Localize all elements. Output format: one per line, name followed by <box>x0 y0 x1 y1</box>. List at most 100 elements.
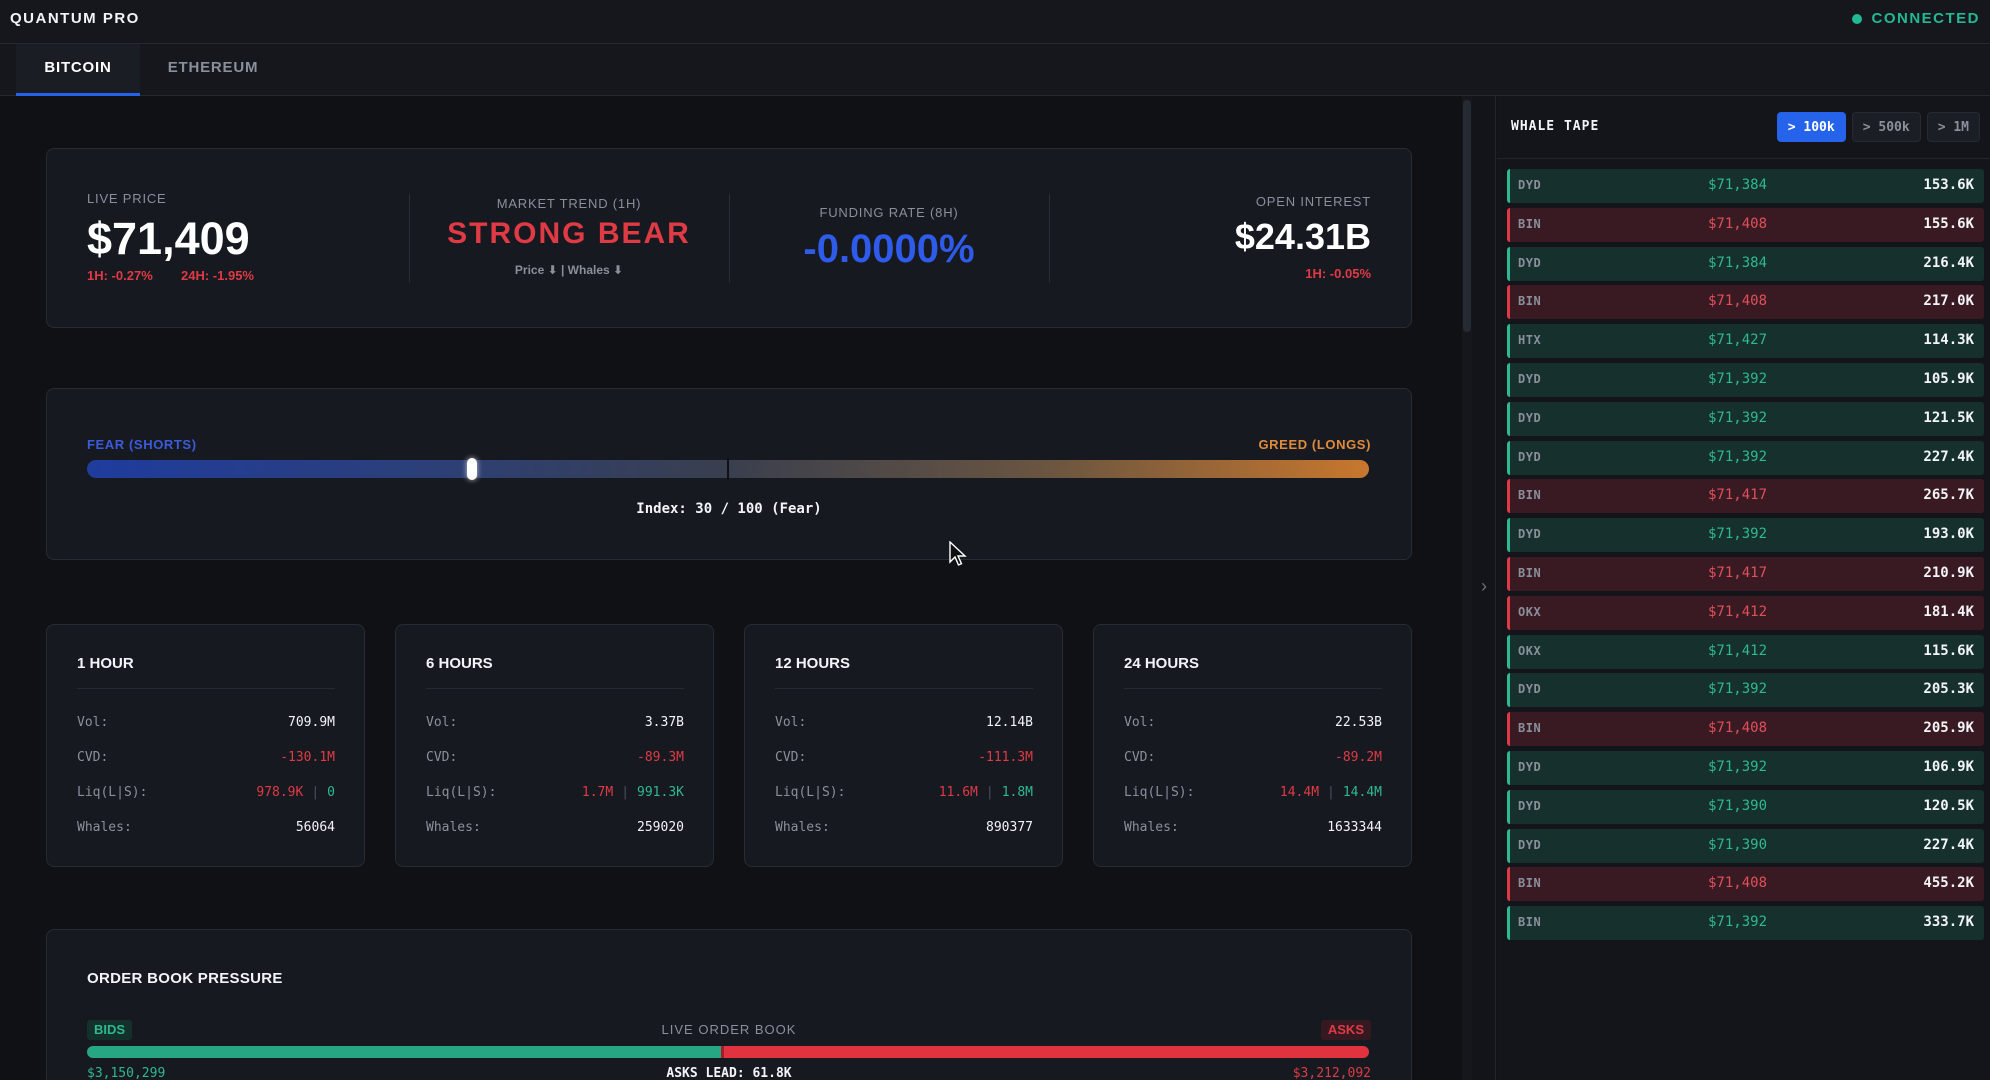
gauge-midpoint <box>727 458 729 480</box>
volume-label: Vol: <box>1124 715 1156 730</box>
whale-trade-row: BIN $71,408 455.2K <box>1507 867 1984 902</box>
order-book-pressure-bar <box>87 1046 1369 1058</box>
liq-separator: | <box>621 785 630 800</box>
liquidations-values: 11.6M | 1.8M <box>939 785 1033 800</box>
trade-price: $71,392 <box>1708 681 1768 698</box>
scrollbar-thumb[interactable] <box>1463 100 1471 332</box>
tab-ethereum[interactable]: ETHEREUM <box>167 59 259 76</box>
trade-price: $71,384 <box>1708 177 1768 193</box>
connection-status-label: CONNECTED <box>1871 10 1980 27</box>
trade-size: 114.3K <box>1923 332 1974 349</box>
tape-header-divider <box>1497 158 1990 159</box>
whale-trade-row: DYD $71,390 120.5K <box>1507 789 1984 824</box>
cvd-row: CVD: -89.2M <box>1124 750 1382 768</box>
whales-value: 259020 <box>637 820 684 835</box>
timeframe-divider <box>1124 688 1382 689</box>
timeframe-title: 12 HOURS <box>775 655 851 672</box>
long-liquidations: 978.9K <box>256 785 304 800</box>
trade-price: $71,392 <box>1708 448 1768 465</box>
liquidations-row: Liq(L|S): 11.6M | 1.8M <box>775 785 1033 803</box>
trade-price: $71,392 <box>1708 758 1768 775</box>
order-book-card: ORDER BOOK PRESSURE BIDS LIVE ORDER BOOK… <box>46 929 1412 1080</box>
filter-500k-button[interactable]: > 500k <box>1851 112 1921 142</box>
trade-price: $71,392 <box>1708 526 1768 543</box>
exchange-code: DYD <box>1518 178 1542 192</box>
trade-size: 227.4K <box>1923 448 1974 465</box>
trade-size: 216.4K <box>1923 254 1974 271</box>
size-filter-group: > 100k > 500k > 1M <box>1776 112 1980 142</box>
whales-row: Whales: 1633344 <box>1124 820 1382 838</box>
panel-collapse-strip: › <box>1472 96 1496 1080</box>
mouse-cursor-icon <box>949 541 967 566</box>
trade-size: 106.9K <box>1923 758 1974 775</box>
market-trend-detail: Price ⬇ | Whales ⬇ <box>514 263 624 277</box>
short-liquidations: 0 <box>327 785 335 800</box>
trade-size: 333.7K <box>1923 914 1974 931</box>
trade-price: $71,390 <box>1708 836 1768 853</box>
exchange-code: BIN <box>1518 915 1542 930</box>
cvd-value: -130.1M <box>280 750 335 765</box>
asks-badge: ASKS <box>1320 1020 1371 1040</box>
exchange-code: DYD <box>1518 449 1542 464</box>
market-trend-value: STRONG BEAR <box>447 217 691 250</box>
trade-size: 121.5K <box>1923 409 1974 426</box>
long-liquidations: 14.4M <box>1279 785 1320 800</box>
whales-row: Whales: 259020 <box>426 820 684 838</box>
trade-price: $71,417 <box>1708 564 1768 581</box>
volume-row: Vol: 22.53B <box>1124 715 1382 733</box>
whales-row: Whales: 56064 <box>77 820 335 838</box>
timeframe-divider <box>77 688 335 689</box>
liquidations-row: Liq(L|S): 14.4M | 14.4M <box>1124 785 1382 803</box>
volume-label: Vol: <box>77 715 109 730</box>
whale-trade-row: OKX $71,412 181.4K <box>1507 595 1984 630</box>
exchange-code: BIN <box>1518 488 1542 503</box>
price-change-24h: 24H: -1.95% <box>181 268 254 283</box>
fear-label: FEAR (SHORTS) <box>87 437 197 452</box>
trade-size: 265.7K <box>1923 487 1974 504</box>
bids-fill <box>87 1046 722 1058</box>
main-scrollbar[interactable] <box>1462 96 1472 1080</box>
whale-trade-row: BIN $71,417 210.9K <box>1507 556 1984 591</box>
liquidations-values: 1.7M | 991.3K <box>582 785 684 800</box>
exchange-code: BIN <box>1518 721 1542 736</box>
status-dot-icon <box>1852 13 1863 24</box>
trade-price: $71,392 <box>1708 370 1768 387</box>
liquidations-label: Liq(L|S): <box>1124 785 1195 800</box>
exchange-code: DYD <box>1518 410 1542 425</box>
timeframe-card: 6 HOURS Vol: 3.37B CVD: -89.3M Liq(L|S): 1.7M |… <box>395 624 714 867</box>
exchange-code: DYD <box>1518 371 1542 386</box>
whale-trade-row: DYD $71,384 153.6K <box>1507 169 1984 203</box>
trade-price: $71,408 <box>1708 720 1768 737</box>
market-stats-card: LIVE PRICE $71,409 1H: -0.27% 24H: -1.95… <box>46 148 1412 328</box>
exchange-code: BIN <box>1518 565 1542 580</box>
timeframe-divider <box>426 688 684 689</box>
trade-size: 217.0K <box>1923 293 1974 310</box>
whale-trade-row: HTX $71,427 114.3K <box>1507 324 1984 359</box>
volume-value: 22.53B <box>1335 715 1382 730</box>
app-title: QUANTUM PRO <box>10 10 140 27</box>
whales-label: Whales: <box>426 820 481 835</box>
filter-1m-button[interactable]: > 1M <box>1926 112 1980 142</box>
asks-total: $3,212,092 <box>1292 1066 1371 1080</box>
stats-divider <box>729 194 730 282</box>
filter-100k-button[interactable]: > 100k <box>1776 112 1846 142</box>
exchange-code: DYD <box>1518 682 1542 697</box>
whale-trade-row: DYD $71,392 121.5K <box>1507 401 1984 436</box>
liquidations-label: Liq(L|S): <box>77 785 148 800</box>
trade-size: 193.0K <box>1923 526 1974 543</box>
exchange-code: DYD <box>1518 798 1542 813</box>
whales-value: 890377 <box>986 820 1033 835</box>
sentiment-index-text: Index: 30 / 100 (Fear) <box>636 501 822 517</box>
chevron-right-icon[interactable]: › <box>1481 576 1487 596</box>
tab-bitcoin[interactable]: BITCOIN <box>16 44 140 96</box>
whale-trade-row: BIN $71,408 205.9K <box>1507 712 1984 747</box>
whales-row: Whales: 890377 <box>775 820 1033 838</box>
long-liquidations: 11.6M <box>938 785 978 800</box>
open-interest-label: OPEN INTEREST <box>1255 194 1371 209</box>
asks-fill <box>721 1046 1369 1058</box>
greed-label: GREED (LONGS) <box>1258 437 1371 452</box>
liquidations-row: Liq(L|S): 978.9K | 0 <box>77 785 335 803</box>
liq-separator: | <box>985 785 994 800</box>
order-book-center-label: LIVE ORDER BOOK <box>661 1022 797 1037</box>
exchange-code: DYD <box>1518 759 1542 774</box>
